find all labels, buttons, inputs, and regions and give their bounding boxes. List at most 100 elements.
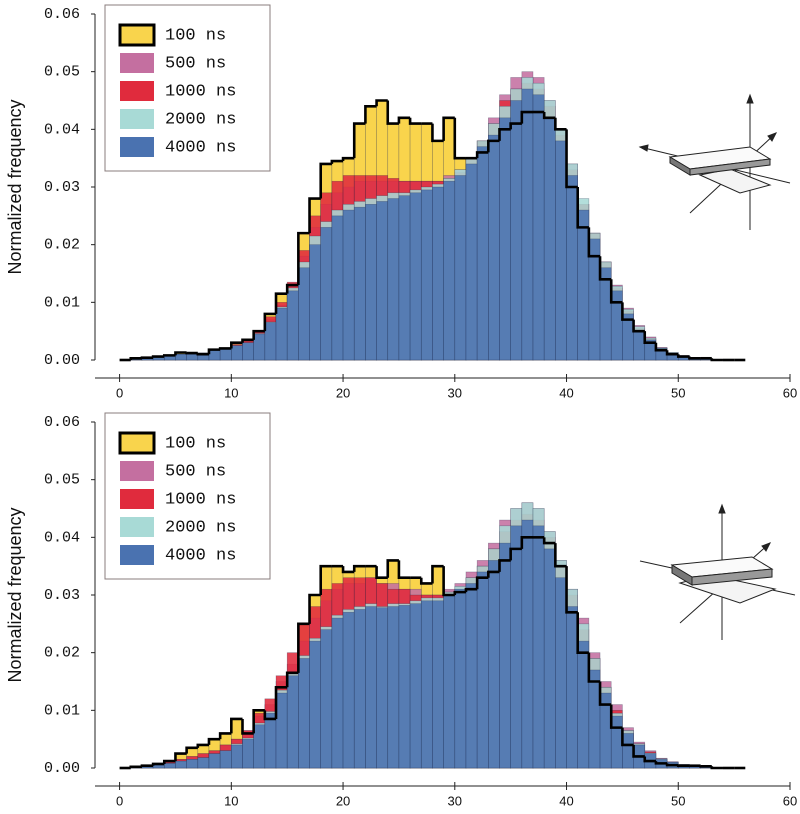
histogram-step [386, 100, 399, 125]
y-tick-label: 0.03 [44, 179, 80, 196]
histogram-bar [175, 760, 187, 769]
histogram-step [710, 358, 723, 362]
histogram-step [386, 559, 399, 578]
histogram-step [397, 560, 411, 579]
legend-swatch [120, 53, 154, 73]
histogram-step [699, 764, 712, 768]
legend-label: 500 ns [165, 462, 226, 481]
x-tick-label: 0 [116, 385, 123, 400]
histogram-bar [387, 606, 400, 769]
histogram-bar [409, 192, 422, 361]
histogram-bar [242, 738, 254, 769]
histogram-step [676, 764, 690, 767]
histogram-bar [376, 201, 389, 361]
histogram-bar [253, 724, 266, 769]
legend-swatch [118, 23, 156, 47]
histogram-bar [219, 348, 232, 361]
legend-label: 4000 ns [165, 138, 236, 157]
histogram-step [241, 338, 254, 343]
x-tick-label: 50 [671, 385, 685, 400]
histogram-bar [555, 140, 567, 361]
histogram-bar [454, 175, 467, 361]
histogram-bar [566, 606, 579, 769]
y-tick-label: 0.06 [44, 6, 80, 23]
histogram-bar [488, 134, 500, 361]
x-tick-label: 20 [336, 385, 350, 400]
orientation-diagram [639, 503, 796, 640]
histogram-bar [298, 267, 310, 361]
histogram-bar [476, 146, 489, 361]
histogram-bar [577, 640, 590, 769]
histogram-step [665, 350, 679, 356]
histogram-step [218, 732, 232, 740]
histogram-bar [320, 629, 333, 769]
histogram-step [632, 744, 645, 758]
histogram-step [252, 329, 265, 340]
histogram-bar [521, 519, 534, 769]
legend-label: 1000 ns [165, 490, 236, 509]
histogram-step [621, 302, 634, 321]
histogram-step [397, 116, 411, 124]
histogram-step [442, 566, 455, 597]
y-axis-label: Normalized frequency [5, 99, 25, 274]
x-tick-label: 60 [783, 385, 797, 400]
histogram-bar [152, 764, 165, 769]
histogram-step [498, 559, 511, 572]
histogram-step [129, 356, 142, 360]
histogram-step [598, 681, 612, 706]
histogram-bar [622, 733, 634, 769]
histogram-step [151, 762, 165, 766]
histogram-step [330, 159, 344, 164]
histogram-step [151, 355, 165, 358]
x-tick-label: 60 [783, 793, 797, 808]
histogram-step [352, 122, 366, 159]
histogram-bar [566, 175, 579, 361]
histogram-bar [577, 209, 590, 361]
histogram-bar [353, 206, 366, 361]
histogram-step [162, 354, 176, 357]
histogram-step [319, 162, 332, 199]
diagram-arrowhead [638, 144, 649, 152]
diagram-plate-edge [689, 158, 771, 176]
histogram-bar [599, 267, 612, 361]
histogram-bar [465, 583, 478, 769]
histogram-bar [163, 763, 176, 769]
histogram-step [654, 761, 668, 765]
histogram-step [676, 354, 690, 358]
histogram-step [475, 151, 489, 159]
histogram-step [632, 319, 645, 333]
histogram-bar [264, 322, 277, 361]
histogram-bar [275, 307, 288, 361]
x-tick-label: 20 [336, 793, 350, 808]
histogram-step [710, 766, 723, 770]
legend-swatch [120, 545, 154, 565]
histogram-step [174, 351, 187, 356]
legend-swatch [120, 81, 154, 101]
histogram-bar [499, 117, 511, 361]
histogram-step [609, 704, 623, 729]
histogram-step [207, 348, 221, 355]
histogram-step [498, 128, 511, 141]
histogram-step [665, 763, 679, 767]
legend-swatch [120, 489, 154, 509]
histogram-bar [186, 353, 199, 361]
histogram-step [565, 129, 578, 189]
histogram-step [587, 227, 601, 258]
histogram-step [308, 197, 321, 234]
diagram-arrowhead [767, 132, 778, 142]
histogram-bar [309, 640, 322, 769]
histogram-bar [398, 195, 411, 361]
histogram-step [453, 590, 466, 595]
histogram-bar [420, 189, 433, 361]
histogram-step [576, 612, 589, 654]
x-tick-label: 30 [448, 385, 462, 400]
histogram-step [207, 737, 221, 745]
histogram-bar [610, 715, 623, 769]
diagram-plate-edge [691, 568, 773, 586]
diagram-arrowhead [718, 503, 726, 514]
y-axis-label: Normalized frequency [5, 507, 25, 682]
histogram-bar [532, 94, 545, 361]
histogram-step [520, 536, 534, 549]
legend-swatch [120, 109, 154, 129]
